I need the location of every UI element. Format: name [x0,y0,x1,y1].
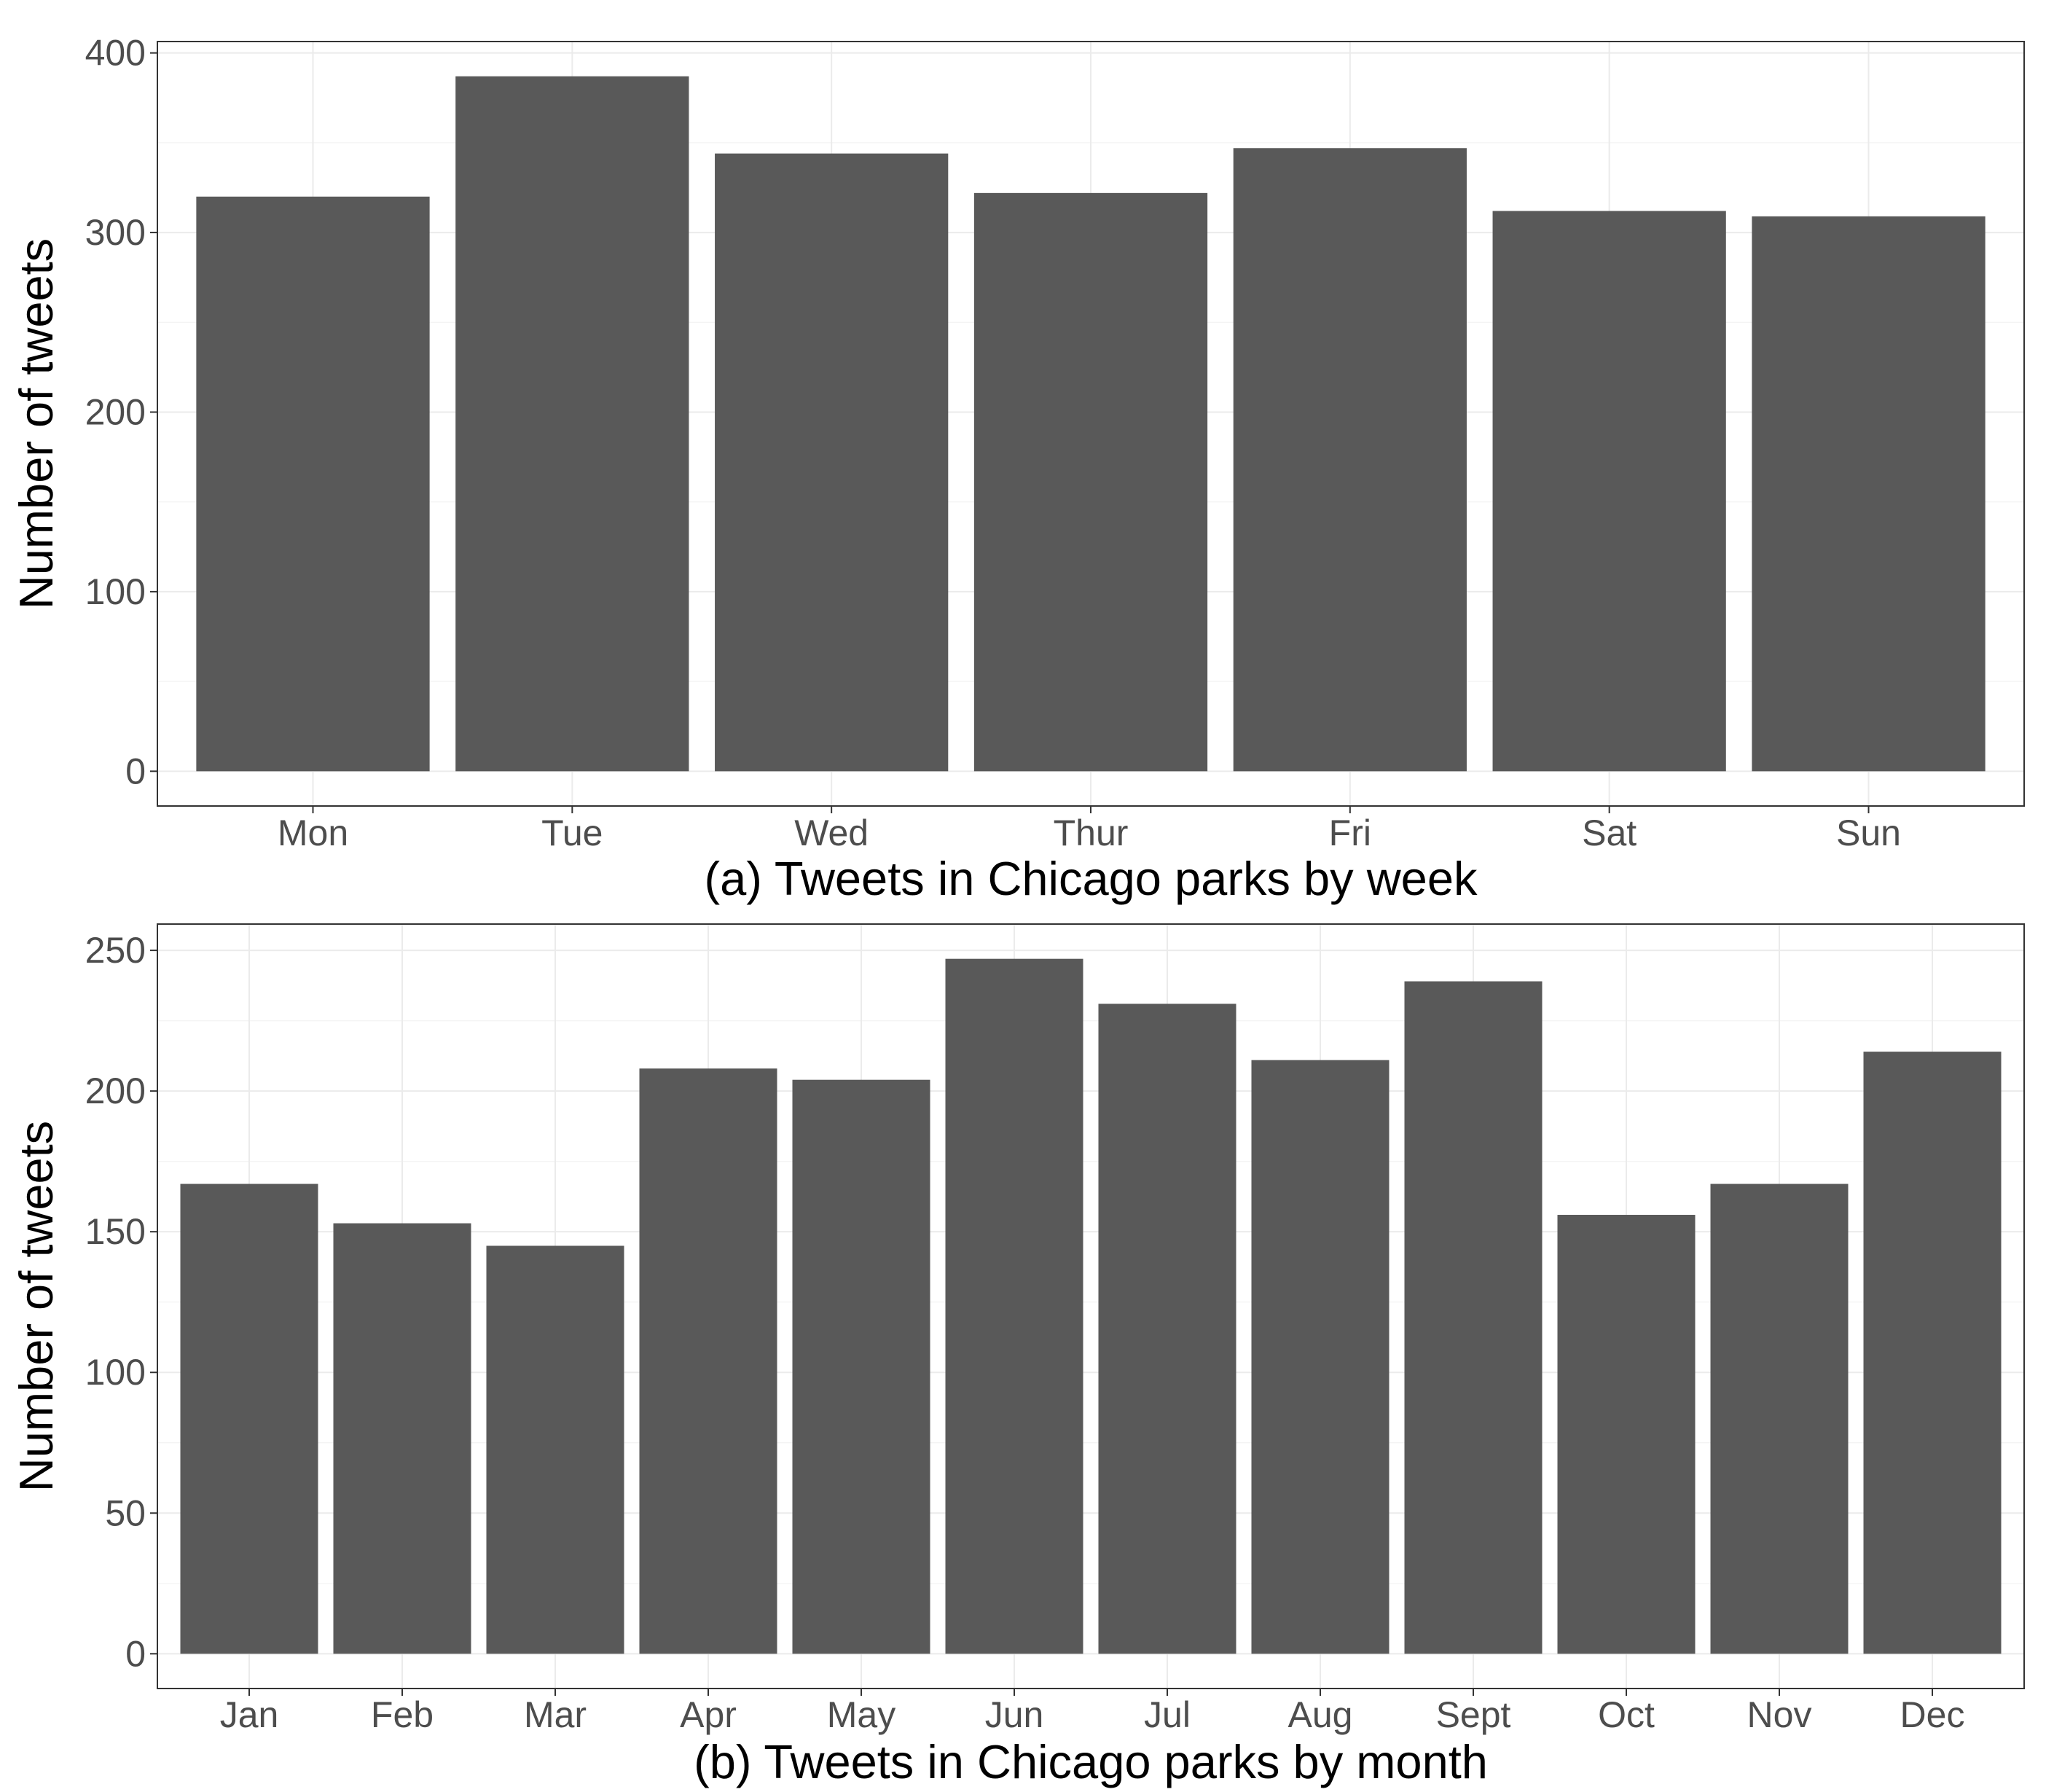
monthly-x-tick-label-jan: Jan [220,1694,279,1735]
monthly-x-axis-title: (b) Tweets in Chicago parks by month [694,1735,1488,1788]
weekly-bar-tue [455,76,689,772]
monthly-y-tick-label: 150 [85,1211,146,1252]
monthly-tweets-chart: 0 50 100 150 200 250 Jan Feb Mar Apr May Jun Jul Aug S… [9,923,2025,1788]
monthly-panel-border [157,923,2025,1689]
monthly-bar-may [792,1079,930,1654]
monthly-bar-jul [1098,1003,1236,1654]
monthly-y-tick-label: 50 [105,1492,146,1533]
weekly-bar-mon [196,196,430,772]
monthly-bar-oct [1557,1215,1696,1654]
monthly-bar-feb [333,1223,471,1654]
monthly-y-tick-label: 250 [85,930,146,971]
weekly-x-tick-label-tue: Tue [541,813,603,853]
weekly-tweets-chart: 0 100 200 300 400 Mon Tue Wed Thur Fri Sat Sun (a) T… [9,33,2025,905]
weekly-bar-sun [1752,216,1986,772]
weekly-y-tick-label: 300 [85,212,146,253]
monthly-x-tick-label-sept: Sept [1436,1694,1511,1735]
weekly-y-tick-label: 400 [85,33,146,74]
monthly-bar-sept [1404,981,1543,1654]
monthly-bar-aug [1251,1060,1390,1654]
monthly-bar-nov [1710,1183,1849,1654]
weekly-bar-sat [1492,211,1726,772]
monthly-x-tick-label-aug: Aug [1288,1694,1353,1735]
weekly-x-tick-label-thur: Thur [1054,813,1129,853]
monthly-y-tick-label: 200 [85,1071,146,1111]
weekly-x-tick-label-sun: Sun [1836,813,1901,853]
monthly-y-axis-title: Number of tweets [9,1121,63,1492]
monthly-x-tick-label-feb: Feb [371,1694,434,1735]
monthly-y-tick-label: 0 [125,1633,146,1674]
weekly-bar-wed [715,153,949,772]
monthly-x-tick-label-oct: Oct [1598,1694,1655,1735]
weekly-x-tick-label-mon: Mon [278,813,348,853]
monthly-x-tick-label-jun: Jun [985,1694,1044,1735]
monthly-x-tick-label-jul: Jul [1144,1694,1191,1735]
monthly-bar-jan [180,1183,318,1654]
monthly-x-tick-label-apr: Apr [680,1694,737,1735]
weekly-y-tick-label: 0 [125,751,146,791]
monthly-x-tick-label-may: May [827,1694,895,1735]
monthly-bar-mar [486,1245,624,1654]
weekly-y-tick-label: 200 [85,391,146,432]
monthly-bar-apr [639,1068,777,1654]
weekly-y-tick-label: 100 [85,571,146,612]
weekly-y-axis-title: Number of tweets [9,238,63,609]
monthly-y-tick-label: 100 [85,1352,146,1393]
weekly-x-axis-title: (a) Tweets in Chicago parks by week [705,852,1478,905]
monthly-bar-dec [1863,1052,2002,1654]
weekly-bar-fri [1233,148,1467,772]
monthly-x-tick-label-mar: Mar [524,1694,587,1735]
weekly-bar-thur [973,192,1208,772]
weekly-x-tick-label-sat: Sat [1582,813,1637,853]
weekly-x-tick-label-wed: Wed [794,813,869,853]
monthly-x-tick-label-nov: Nov [1747,1694,1812,1735]
monthly-x-tick-label-dec: Dec [1900,1694,1965,1735]
monthly-bar-jun [945,958,1083,1654]
weekly-x-tick-label-fri: Fri [1329,813,1371,853]
